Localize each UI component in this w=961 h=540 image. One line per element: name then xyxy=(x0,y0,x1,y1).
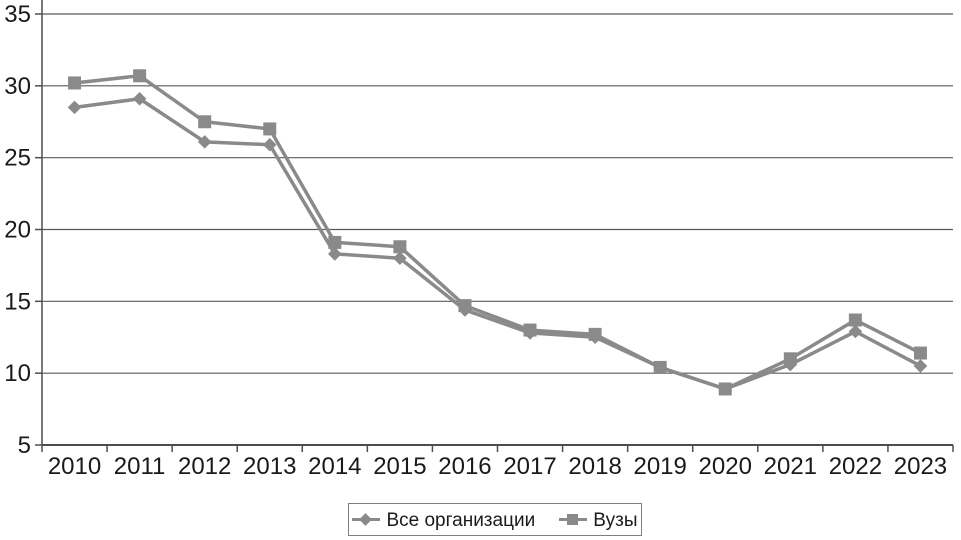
square-marker-icon xyxy=(559,512,588,527)
x-tick-label: 2011 xyxy=(114,453,166,480)
legend-item-all-organizations: Все организации xyxy=(352,510,535,530)
x-tick-label: 2015 xyxy=(373,453,426,480)
diamond-glyph xyxy=(359,513,373,526)
data-point-marker-diamond xyxy=(393,251,407,266)
x-tick-label: 2019 xyxy=(633,453,686,480)
x-tick-label: 2017 xyxy=(503,453,556,480)
data-point-marker-square xyxy=(783,352,797,366)
data-point-marker-diamond xyxy=(197,135,212,149)
y-tick-label: 25 xyxy=(4,145,31,172)
y-tick-label: 20 xyxy=(4,217,31,244)
legend-item-universities: Вузы xyxy=(559,509,638,531)
x-tick-label: 2022 xyxy=(829,453,882,480)
x-tick-label: 2021 xyxy=(764,453,817,480)
y-tick-label: 10 xyxy=(4,360,31,387)
data-point-marker-square xyxy=(328,235,342,249)
data-point-marker-square xyxy=(523,323,537,337)
y-tick-label: 35 xyxy=(4,1,31,28)
legend-label-universities: Вузы xyxy=(593,509,638,531)
data-point-marker-square xyxy=(198,115,212,129)
series-line-diamond xyxy=(74,97,922,391)
data-point-marker-square xyxy=(458,299,472,313)
x-tick-label: 2018 xyxy=(568,453,621,480)
data-point-marker-square xyxy=(263,122,277,136)
data-point-marker-square xyxy=(913,346,927,360)
data-point-marker-square xyxy=(133,69,147,83)
x-tick-label: 2010 xyxy=(48,453,101,480)
data-point-marker-diamond xyxy=(132,91,147,106)
y-tick-label: 5 xyxy=(18,432,31,459)
data-point-marker-square xyxy=(68,76,82,90)
data-point-marker-square xyxy=(588,327,602,341)
data-point-marker-diamond xyxy=(67,100,82,115)
x-tick-label: 2014 xyxy=(308,453,361,480)
data-point-marker-square xyxy=(718,382,732,396)
diamond-marker-icon xyxy=(352,512,381,527)
data-point-marker-square xyxy=(653,360,667,374)
legend-label-all-organizations: Все организации xyxy=(386,509,536,531)
legend: Все организации Вузы xyxy=(348,503,642,536)
data-point-marker-diamond xyxy=(848,324,863,339)
x-tick-label: 2016 xyxy=(438,453,491,480)
x-tick-label: 2023 xyxy=(894,453,947,480)
data-point-marker-square xyxy=(393,240,407,254)
x-tick-label: 2020 xyxy=(699,453,752,480)
y-tick-label: 30 xyxy=(4,73,31,100)
data-point-marker-square xyxy=(848,313,862,327)
y-tick-label: 15 xyxy=(4,288,31,315)
x-tick-label: 2013 xyxy=(243,453,296,480)
x-tick-label: 2012 xyxy=(178,453,231,480)
square-glyph xyxy=(567,514,579,525)
data-point-marker-diamond xyxy=(262,137,277,152)
data-point-marker-diamond xyxy=(913,359,928,373)
data-point-marker-diamond xyxy=(328,247,342,261)
series-line-square xyxy=(74,74,922,391)
